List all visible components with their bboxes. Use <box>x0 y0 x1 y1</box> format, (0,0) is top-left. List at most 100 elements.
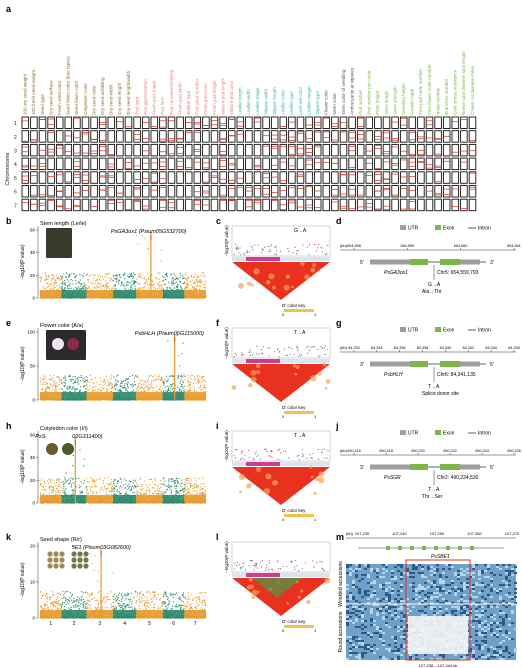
snp-point <box>107 286 109 288</box>
chromosome-cell <box>210 130 219 143</box>
snp-point <box>171 279 173 281</box>
chromosome-cell <box>356 157 365 171</box>
snp-point <box>117 374 119 376</box>
snp-point <box>52 277 54 280</box>
snp-point <box>165 278 167 280</box>
snp-point <box>48 276 50 278</box>
snp-point <box>68 388 70 390</box>
snp-point <box>185 286 187 288</box>
ld-snp-point <box>246 251 248 254</box>
chromosome-cell <box>253 185 262 198</box>
snp-point <box>197 379 199 381</box>
ld-snp-point <box>294 246 296 248</box>
snp-point <box>166 380 168 382</box>
snp-point <box>181 353 183 355</box>
chromosome-cell <box>219 185 227 198</box>
chromosome-cell <box>348 157 356 171</box>
chromosome-cell <box>270 185 279 198</box>
snp-point <box>143 387 145 389</box>
snp-point <box>102 381 105 383</box>
chromosome-cell <box>434 143 442 157</box>
ld-snp-point <box>248 251 251 253</box>
snp-point <box>192 276 194 278</box>
snp-point <box>171 388 174 390</box>
ld-snp-point <box>241 353 243 355</box>
snp-point <box>42 381 44 383</box>
chromosome-cell <box>184 198 193 212</box>
chromosome-cell <box>236 157 245 171</box>
snp-point <box>134 383 136 386</box>
chromosome-cell <box>236 198 245 212</box>
chromosome-cell <box>408 185 417 198</box>
snp-point <box>171 288 173 291</box>
chromosome-cell <box>30 171 38 184</box>
snp-point <box>62 377 64 379</box>
snp-point <box>167 281 170 283</box>
chromosome-cell <box>227 198 236 212</box>
snp-point <box>44 381 46 383</box>
snp-point <box>195 287 197 289</box>
snp-point <box>67 388 69 390</box>
snp-point <box>148 375 150 377</box>
snp-point <box>141 380 143 382</box>
ld-snp-point <box>306 246 309 248</box>
chromosome-cell <box>434 198 442 212</box>
chromosome-cell <box>167 185 176 198</box>
chromosome-cell <box>425 171 434 184</box>
snp-point <box>91 289 94 291</box>
chromosome-cell <box>90 116 98 129</box>
chromosome-cell <box>55 143 64 157</box>
chromosome-cell <box>21 116 30 129</box>
chromosome-cell <box>141 157 150 171</box>
chromosome-cell <box>124 116 133 129</box>
chromosome-cell <box>210 198 219 212</box>
chromosome-cell <box>124 143 133 157</box>
trait-label: Stem color of seedling <box>341 69 346 115</box>
snp-point <box>196 275 198 278</box>
snp-point <box>48 487 50 489</box>
snp-point <box>185 272 187 274</box>
snp-point <box>193 288 195 291</box>
snp-point <box>109 382 112 384</box>
ld-snp-point <box>263 246 265 248</box>
snp-point <box>180 374 183 376</box>
snp-point <box>119 385 121 387</box>
chromosome-cell <box>227 157 236 171</box>
chromosome-cell <box>442 198 451 212</box>
snp-point <box>57 278 59 280</box>
chromosome-cell <box>374 198 382 212</box>
color-key-label: D' color key <box>282 405 306 410</box>
chromosome-cell <box>150 116 159 129</box>
snp-point <box>140 276 142 278</box>
snp-point <box>58 489 60 492</box>
snp-point <box>189 375 192 377</box>
ld-snp-point <box>262 346 265 348</box>
trait-label: Brown spot disease spot length <box>461 51 466 115</box>
snp-point <box>121 385 123 387</box>
snp-point <box>176 386 179 388</box>
snp-point <box>57 477 59 479</box>
snp-point <box>108 272 110 275</box>
color-key-label: D' color key <box>282 303 306 308</box>
snp-point <box>105 283 107 285</box>
snp-point <box>111 278 113 280</box>
chromosome-cell <box>236 185 245 198</box>
trait-label: Fresh pod width <box>177 82 182 115</box>
snp-point <box>101 288 103 290</box>
snp-point <box>147 389 149 391</box>
chromosome-cell <box>356 116 365 129</box>
snp-point <box>114 384 116 387</box>
snp-point <box>169 390 172 392</box>
chromosome-cell <box>399 185 408 198</box>
snp-point <box>180 275 182 277</box>
snp-point <box>157 272 159 274</box>
chromosome-cell <box>425 143 434 157</box>
snp-point <box>50 285 52 287</box>
panel-label-f: f <box>216 318 219 328</box>
snp-point <box>61 382 63 385</box>
ld-snp-point <box>293 354 295 356</box>
snp-point <box>75 274 78 276</box>
snp-point <box>143 383 145 385</box>
snp-point <box>55 281 57 284</box>
